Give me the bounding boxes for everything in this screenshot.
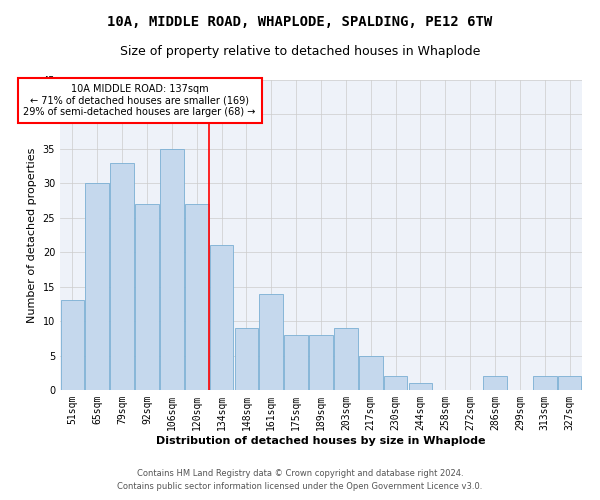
- Bar: [210, 246, 233, 390]
- Bar: [284, 335, 308, 390]
- Text: Size of property relative to detached houses in Whaplode: Size of property relative to detached ho…: [120, 45, 480, 58]
- X-axis label: Distribution of detached houses by size in Whaplode: Distribution of detached houses by size …: [156, 436, 486, 446]
- Bar: [235, 328, 258, 390]
- Bar: [359, 356, 383, 390]
- Y-axis label: Number of detached properties: Number of detached properties: [27, 148, 37, 322]
- Bar: [533, 376, 557, 390]
- Bar: [160, 149, 184, 390]
- Bar: [483, 376, 507, 390]
- Bar: [135, 204, 159, 390]
- Bar: [61, 300, 84, 390]
- Text: 10A MIDDLE ROAD: 137sqm
← 71% of detached houses are smaller (169)
29% of semi-d: 10A MIDDLE ROAD: 137sqm ← 71% of detache…: [23, 84, 256, 117]
- Bar: [259, 294, 283, 390]
- Text: Contains HM Land Registry data © Crown copyright and database right 2024.: Contains HM Land Registry data © Crown c…: [137, 468, 463, 477]
- Bar: [110, 162, 134, 390]
- Bar: [309, 335, 333, 390]
- Bar: [558, 376, 581, 390]
- Bar: [409, 383, 432, 390]
- Bar: [384, 376, 407, 390]
- Bar: [334, 328, 358, 390]
- Text: Contains public sector information licensed under the Open Government Licence v3: Contains public sector information licen…: [118, 482, 482, 491]
- Bar: [185, 204, 209, 390]
- Bar: [85, 184, 109, 390]
- Text: 10A, MIDDLE ROAD, WHAPLODE, SPALDING, PE12 6TW: 10A, MIDDLE ROAD, WHAPLODE, SPALDING, PE…: [107, 15, 493, 29]
